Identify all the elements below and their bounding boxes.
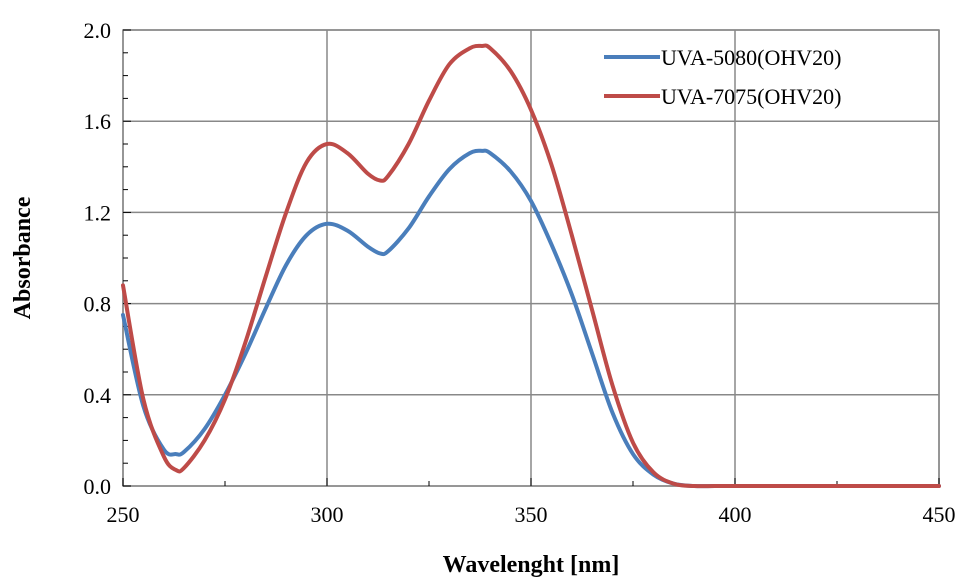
y-tick-label: 2.0 [84,18,112,43]
x-axis-title: Wavelenght [nm] [443,552,620,578]
x-tick-label: 250 [107,502,140,527]
series-lines [121,43,941,489]
legend: UVA-5080(OHV20) UVA-7075(OHV20) [604,45,841,109]
y-tick-label: 1.2 [84,200,112,225]
series-line-2 [121,43,941,489]
x-tick-label: 400 [719,502,752,527]
x-tick-label: 450 [923,502,956,527]
y-tick-label: 1.6 [84,109,112,134]
y-axis-title: Absorbance [10,196,36,319]
x-tick-label: 300 [311,502,344,527]
axes [122,29,940,487]
y-tick-label: 0.0 [84,474,112,499]
legend-label-2: UVA-7075(OHV20) [661,84,841,109]
x-tick-label: 350 [515,502,548,527]
legend-label-1: UVA-5080(OHV20) [661,45,841,70]
y-tick-label: 0.8 [84,292,112,317]
y-tick-label: 0.4 [84,383,112,408]
tick-labels: 250 300 350 400 450 0.0 0.4 0.8 1.2 1.6 2.0 [84,18,956,527]
